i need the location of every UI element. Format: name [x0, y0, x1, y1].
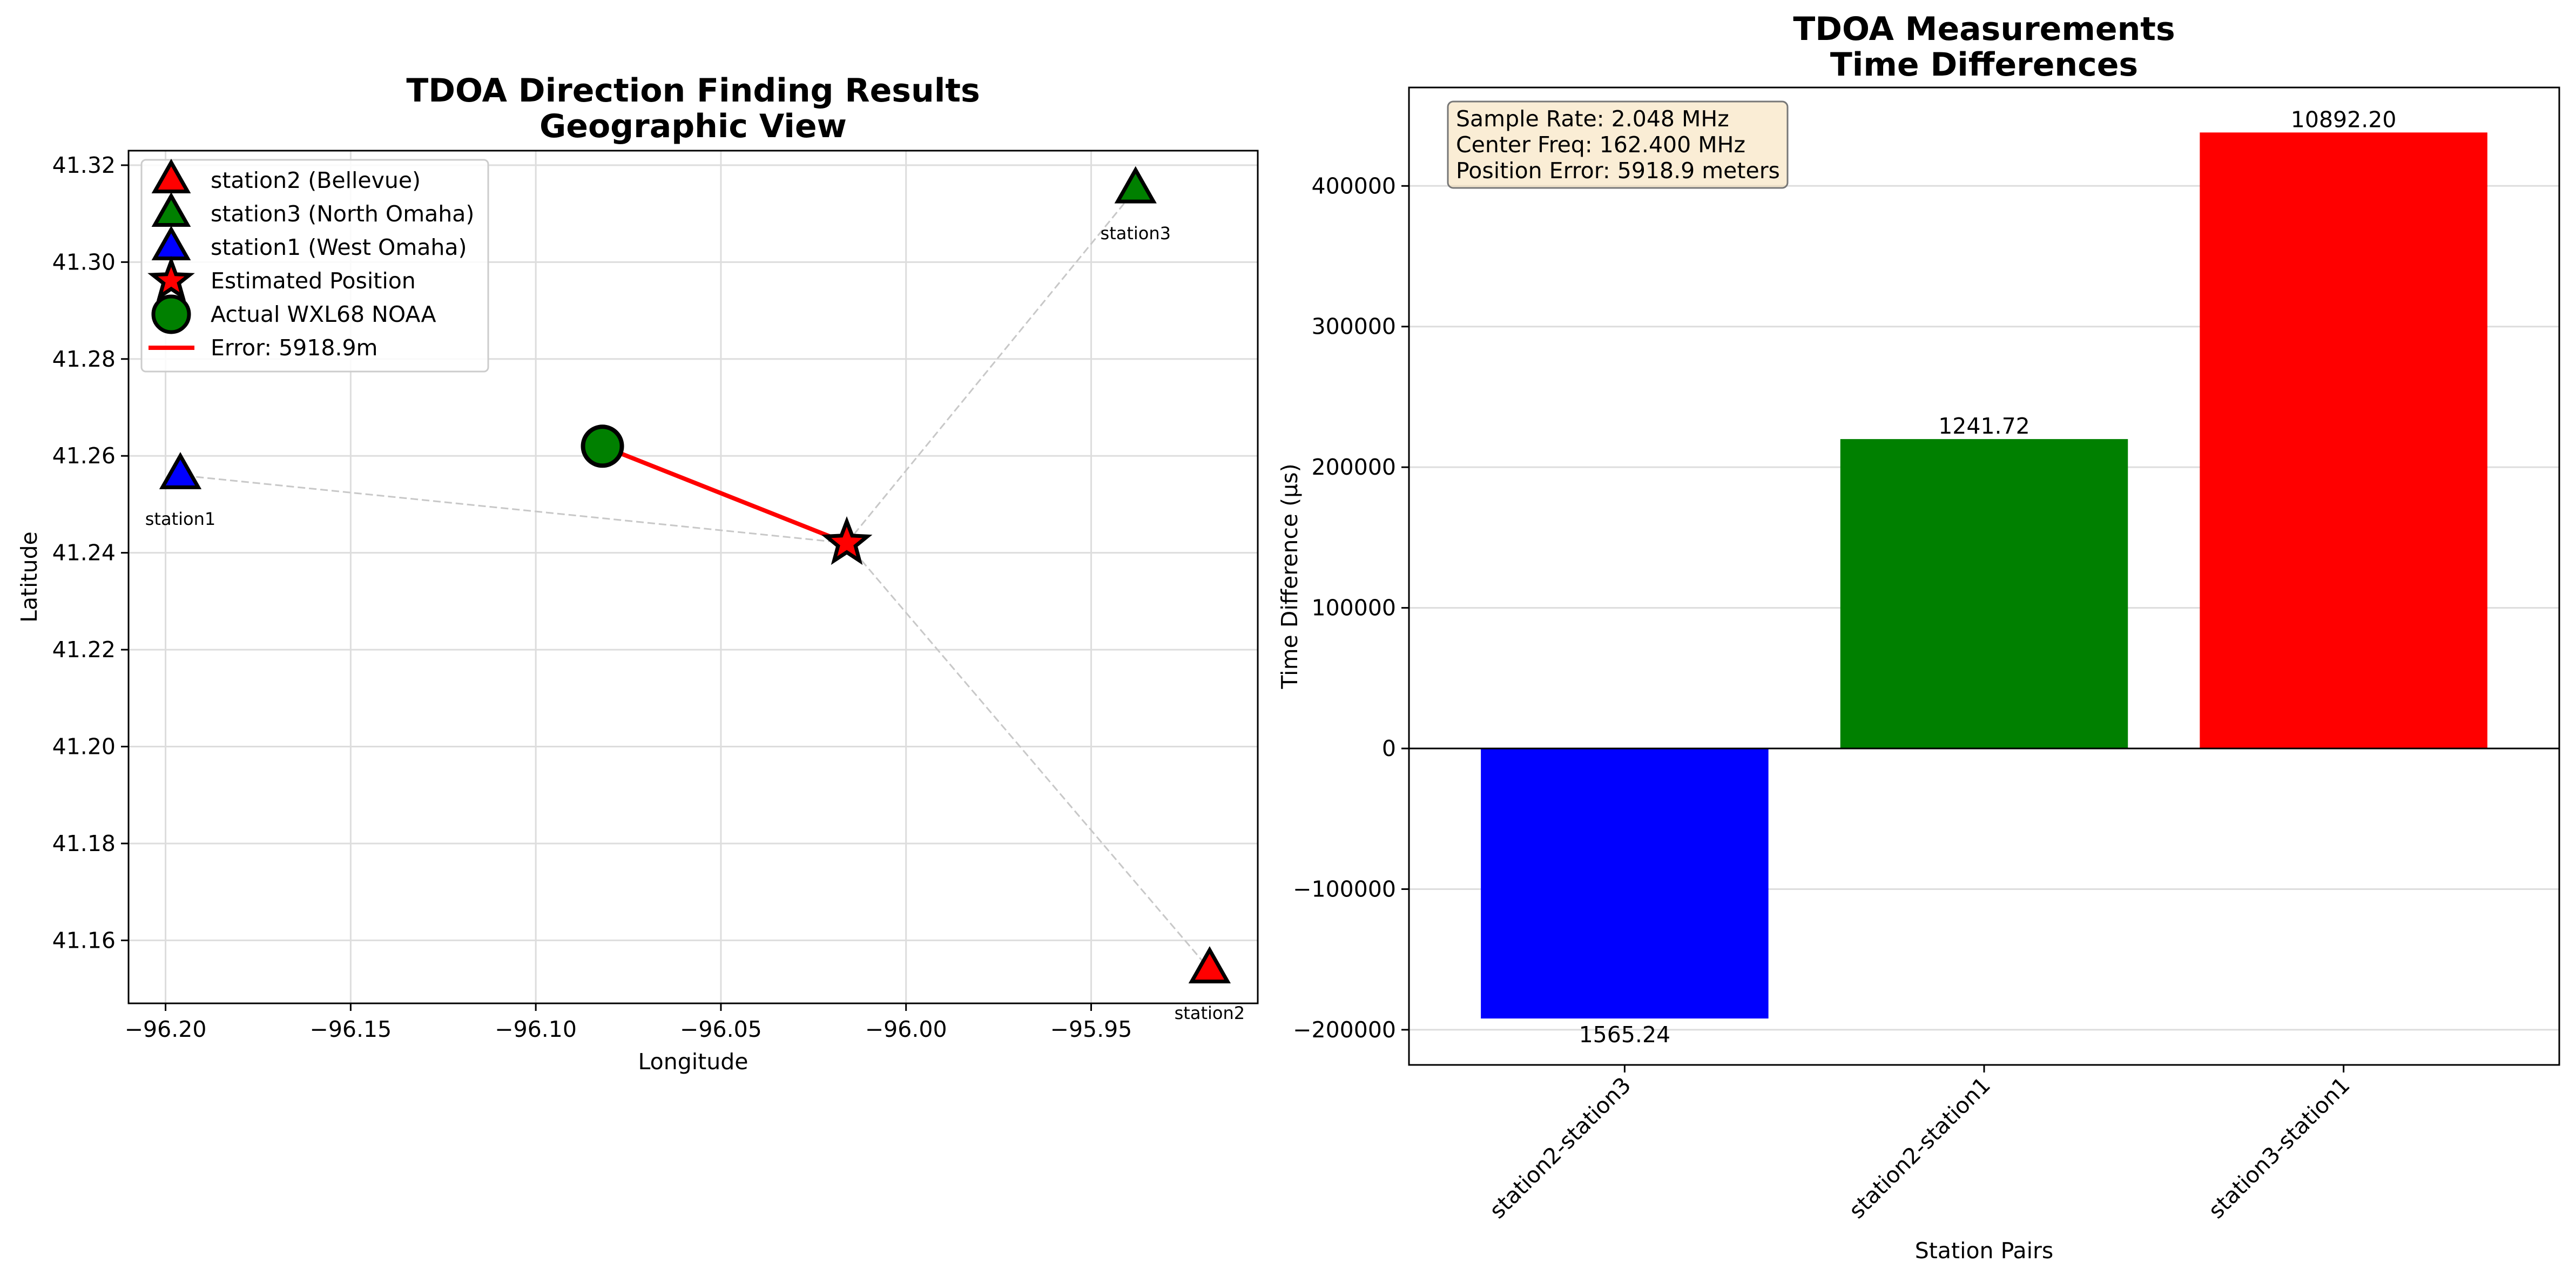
station-marker-station2	[1188, 946, 1231, 984]
map-ytick-label-6: 41.28	[52, 346, 116, 372]
map-axes-frame	[127, 150, 1259, 1004]
legend-label-5: Error: 5918.9m	[211, 335, 377, 361]
legend-label-1: station3 (North Omaha)	[211, 201, 474, 227]
bar-xtick-label-0: station2-station3	[1485, 1072, 1636, 1224]
map-ytick-label-8: 41.32	[52, 152, 116, 178]
bar-xtick-label-1: station2-station1	[1844, 1072, 1995, 1224]
bar-ytick-label-3: 100000	[1311, 595, 1396, 621]
dashed-line-station2	[846, 542, 1211, 970]
map-xtick-label-2: −96.10	[495, 1016, 577, 1042]
info-line-2: Position Error: 5918.9 meters	[1456, 158, 1780, 184]
map-ytick-label-4: 41.24	[52, 540, 116, 566]
legend-label-3: Estimated Position	[211, 268, 416, 294]
map-title-line-1: TDOA Direction Finding Results	[406, 72, 980, 110]
map-ytick-label-0: 41.16	[52, 927, 116, 953]
bar-xtick-label-2: station3-station1	[2203, 1072, 2355, 1224]
bar-value-label-2: 10892.20	[2291, 106, 2397, 132]
bar-station2-station1	[1840, 439, 2128, 749]
map-xtick-label-1: −96.15	[309, 1016, 392, 1042]
map-ytick-label-5: 41.26	[52, 443, 116, 469]
legend-label-2: station1 (West Omaha)	[211, 234, 467, 260]
station-label-station2: station2	[1175, 1003, 1245, 1023]
station-marker-station1	[159, 452, 202, 489]
dashed-line-station3	[846, 188, 1136, 544]
bar-ytick-label-0: −200000	[1293, 1017, 1396, 1043]
legend-marker-3	[147, 255, 195, 301]
info-line-0: Sample Rate: 2.048 MHz	[1456, 106, 1729, 132]
map-ytick-label-3: 41.22	[52, 637, 116, 663]
dashed-line-station1	[180, 474, 847, 544]
bar-title-line-2: Time Differences	[1830, 46, 2138, 84]
map-ytick-label-2: 41.20	[52, 734, 116, 760]
map-y-axis-label: Latitude	[16, 531, 42, 623]
map-legend-box	[140, 159, 489, 373]
map-title-line-2: Geographic View	[540, 107, 847, 145]
legend-marker-0	[151, 158, 191, 193]
info-line-1: Center Freq: 162.400 MHz	[1456, 132, 1745, 158]
bar-station2-station3	[1481, 748, 1769, 1019]
bar-ytick-label-1: −100000	[1293, 876, 1396, 902]
bar-value-label-1: 1241.72	[1938, 413, 2030, 439]
estimated-position-marker	[821, 516, 873, 565]
bar-x-axis-label: Station Pairs	[1915, 1238, 2053, 1264]
map-ytick-label-1: 41.18	[52, 831, 116, 856]
station-label-station1: station1	[145, 509, 215, 529]
map-ytick-label-7: 41.30	[52, 249, 116, 275]
map-xtick-label-4: −96.00	[865, 1016, 947, 1042]
info-box	[1447, 100, 1789, 189]
legend-marker-4	[151, 294, 191, 334]
bar-station3-station1	[2200, 132, 2487, 749]
map-xtick-label-5: −95.95	[1050, 1016, 1132, 1042]
legend-label-4: Actual WXL68 NOAA	[211, 301, 436, 327]
station-label-station3: station3	[1101, 223, 1171, 244]
error-line	[602, 444, 848, 545]
bar-title-line-1: TDOA Measurements	[1793, 10, 2175, 48]
actual-position-marker	[581, 424, 624, 468]
map-xtick-label-3: −96.05	[680, 1016, 762, 1042]
bar-ytick-label-5: 300000	[1311, 314, 1396, 340]
bar-ytick-label-2: 0	[1382, 736, 1396, 761]
legend-label-0: station2 (Bellevue)	[211, 167, 421, 193]
map-xtick-label-0: −96.20	[125, 1016, 207, 1042]
bar-ytick-label-6: 400000	[1311, 173, 1396, 199]
map-x-axis-label: Longitude	[638, 1049, 748, 1075]
bar-ytick-label-4: 200000	[1311, 454, 1396, 480]
legend-marker-1	[151, 192, 191, 227]
bar-y-axis-label: Time Difference (µs)	[1277, 463, 1303, 689]
bar-value-label-0: 1565.24	[1579, 1022, 1671, 1048]
station-marker-station3	[1114, 166, 1157, 204]
